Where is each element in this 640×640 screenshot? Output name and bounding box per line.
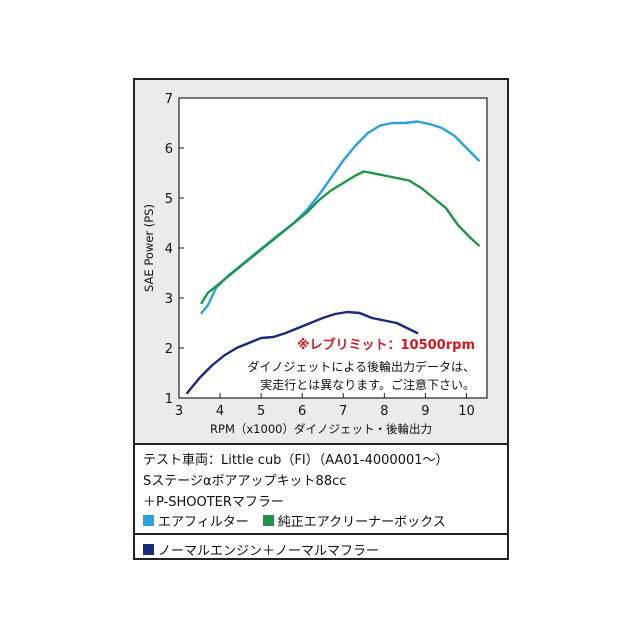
legend-swatch-stock-airbox xyxy=(262,515,274,526)
series-normal-line xyxy=(186,310,419,395)
x-tick-label: 3 xyxy=(175,404,183,419)
legend-swatch-air-filter xyxy=(143,515,154,526)
y-tick-label: 4 xyxy=(165,242,173,257)
x-tick-label: 10 xyxy=(458,404,475,419)
legend-label-air-filter: エアフィルター xyxy=(158,515,249,530)
x-axis-label: RPM（x1000）ダイノジェット・後輪出力 xyxy=(210,422,432,436)
y-tick-label: 7 xyxy=(165,92,173,107)
legend-divider xyxy=(135,533,507,535)
chart-panel: 3 4 5 6 7 8 9 10 1 2 3 4 5 6 7 ※レブリミット：10500rpm ダイノジェッ… xyxy=(135,80,507,445)
axis-ticks: 3 4 5 6 7 8 9 10 1 2 3 4 5 6 7 xyxy=(165,92,475,419)
x-tick-label: 8 xyxy=(380,404,388,419)
y-tick-label: 5 xyxy=(165,192,173,207)
dyno-chart-figure: 3 4 5 6 7 8 9 10 1 2 3 4 5 6 7 ※レブリミット：10500rpm ダイノジェッ… xyxy=(133,78,509,560)
y-axis-label: SAE Power (PS) xyxy=(142,204,156,292)
kit-line: Sステージαボアアップキット88cc xyxy=(143,474,347,489)
series-stock-airbox-line xyxy=(200,170,480,305)
y-tick-label: 6 xyxy=(165,142,173,157)
legend-label-normal: ノーマルエンジン＋ノーマルマフラー xyxy=(158,544,380,559)
legend-label-stock-airbox: 純正エアクリーナーボックス xyxy=(277,515,446,530)
test-vehicle-line: テスト車両：Little cub（FI）（AA01-4000001～） xyxy=(143,453,449,468)
x-tick-label: 4 xyxy=(216,404,224,419)
x-tick-label: 5 xyxy=(257,404,265,419)
plot-area xyxy=(178,97,488,399)
x-tick-label: 6 xyxy=(298,404,306,419)
legend-box: テスト車両：Little cub（FI）（AA01-4000001～） Sステー… xyxy=(135,445,507,559)
legend-row-1: エアフィルター 純正エアクリーナーボックス xyxy=(143,511,446,530)
series-lines xyxy=(186,120,480,395)
legend-row-2: ノーマルエンジン＋ノーマルマフラー xyxy=(143,540,379,559)
x-tick-label: 9 xyxy=(421,404,429,419)
power-chart: 3 4 5 6 7 8 9 10 1 2 3 4 5 6 7 ※レブリミット：10500rpm ダイノジェッ… xyxy=(142,92,488,436)
y-tick-label: 3 xyxy=(165,292,173,307)
legend-swatch-normal xyxy=(143,544,154,555)
rev-limit-annotation: ※レブリミット：10500rpm xyxy=(297,337,475,353)
note-line-1: ダイノジェットによる後輪出力データは、 xyxy=(247,359,475,374)
y-tick-label: 2 xyxy=(165,342,173,357)
x-tick-label: 7 xyxy=(339,404,347,419)
note-line-2: 実走行とは異なります。ご注意下さい。 xyxy=(260,377,475,392)
y-tick-label: 1 xyxy=(165,392,173,407)
muffler-line: ＋P-SHOOTERマフラー xyxy=(143,495,284,510)
